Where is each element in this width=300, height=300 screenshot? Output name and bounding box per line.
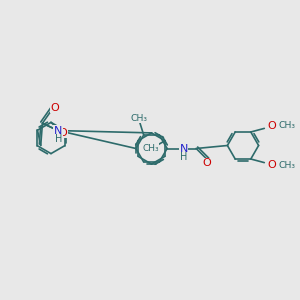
Text: O: O: [203, 158, 212, 168]
Text: O: O: [50, 103, 59, 112]
Text: CH₃: CH₃: [131, 114, 148, 123]
Text: O: O: [58, 128, 67, 138]
Text: H: H: [55, 134, 62, 144]
Text: H: H: [180, 152, 187, 162]
Text: N: N: [54, 126, 62, 136]
Text: CH₃: CH₃: [279, 122, 296, 130]
Text: O: O: [267, 121, 276, 131]
Text: N: N: [179, 143, 188, 154]
Text: O: O: [267, 160, 276, 170]
Text: CH₃: CH₃: [142, 144, 159, 153]
Text: CH₃: CH₃: [279, 160, 296, 169]
